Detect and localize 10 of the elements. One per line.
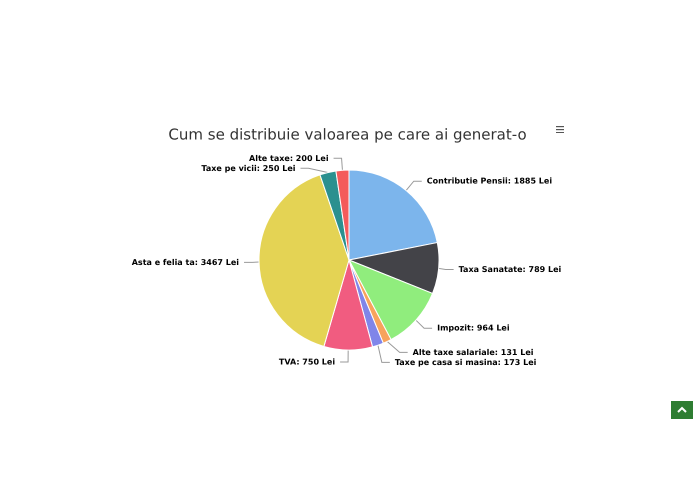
slice-label: Contributie Pensii: 1885 Lei <box>426 176 552 186</box>
slice-label: Taxa Sanatate: 789 Lei <box>458 264 562 274</box>
chart-title: Cum se distribuie valoarea pe care ai generat-o <box>168 126 527 144</box>
slice-label: Asta e felia ta: 3467 Lei <box>132 258 240 267</box>
slice-label: TVA: 750 Lei <box>278 357 336 366</box>
slice-label: Alte taxe: 200 Lei <box>249 154 329 163</box>
slice-label: Taxe pe casa si masina: 173 Lei <box>394 358 537 367</box>
slice-label: Alte taxe salariale: 131 Lei <box>412 348 534 357</box>
slice-label: Impozit: 964 Lei <box>437 324 510 333</box>
slice-label: Taxe pe vicii: 250 Lei <box>201 164 296 173</box>
